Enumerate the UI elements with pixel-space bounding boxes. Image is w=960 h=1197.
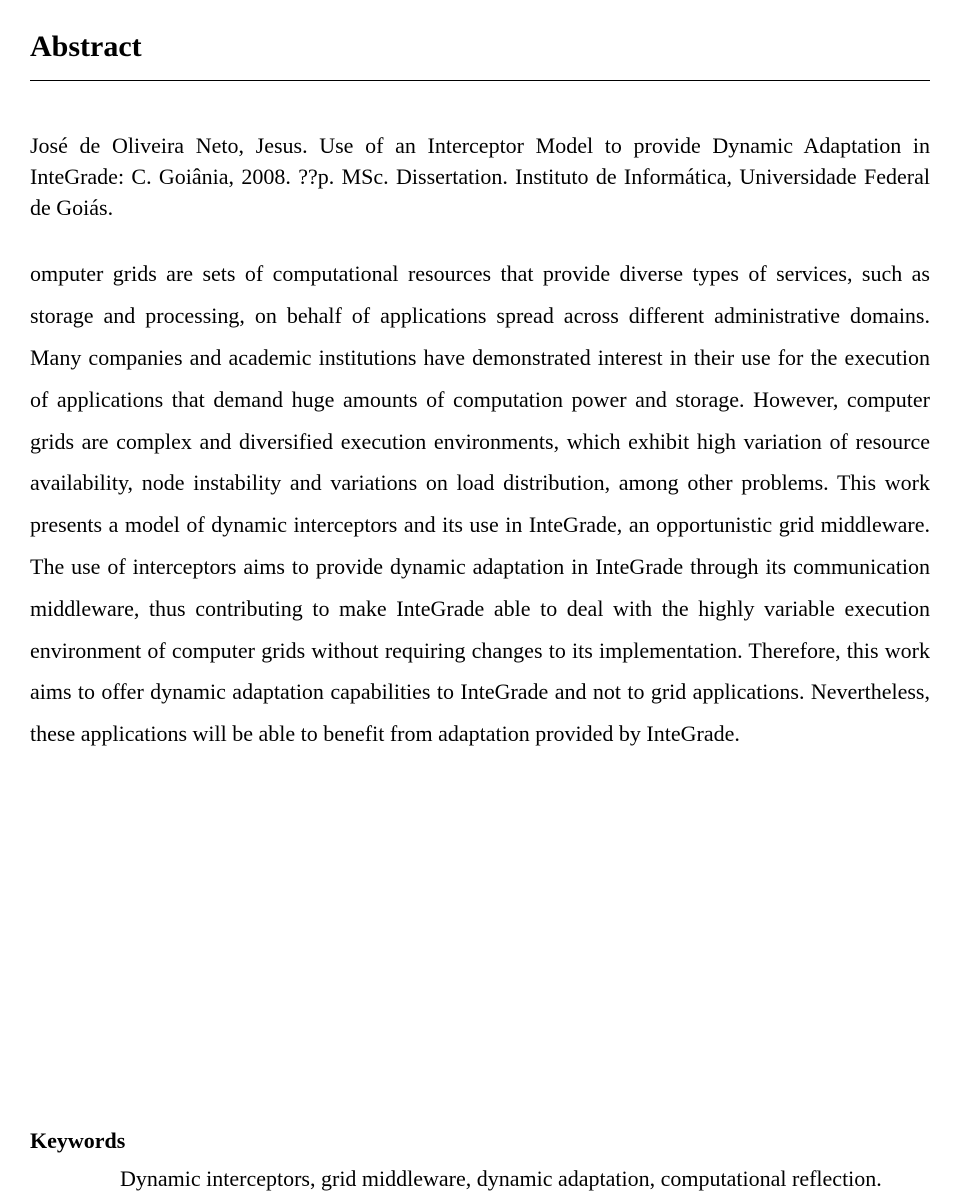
citation-paragraph: José de Oliveira Neto, Jesus. Use of an … — [30, 131, 930, 223]
heading-rule — [30, 80, 930, 81]
keywords-text: Dynamic interceptors, grid middleware, d… — [30, 1160, 930, 1197]
abstract-body: omputer grids are sets of computational … — [30, 253, 930, 755]
abstract-heading: Abstract — [30, 30, 930, 64]
keywords-heading: Keywords — [30, 1128, 930, 1154]
keywords-block: Keywords Dynamic interceptors, grid midd… — [30, 1128, 930, 1197]
